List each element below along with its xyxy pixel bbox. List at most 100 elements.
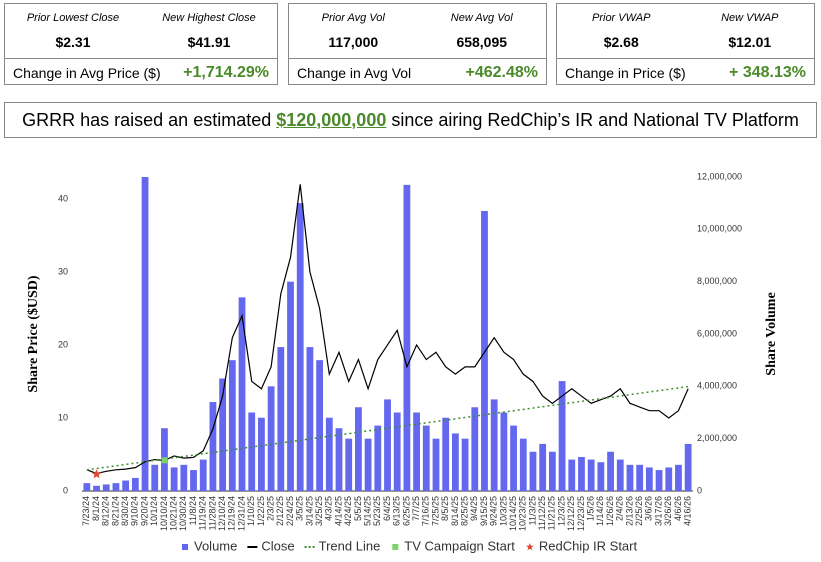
legend-label: Volume [194, 538, 237, 553]
bar [122, 480, 130, 491]
label: New Avg Vol [450, 12, 513, 24]
banner-text: GRRR has raised an estimated [22, 109, 272, 130]
bar [500, 412, 508, 491]
x-tick-label: 1/26/26 [605, 496, 615, 526]
bar [665, 467, 673, 491]
bar [364, 438, 372, 491]
x-tick-label: 12/31/24 [236, 496, 246, 531]
y-tick-label: 30 [58, 266, 68, 276]
x-tick-label: 8/12/24 [101, 496, 111, 526]
bar [325, 417, 333, 491]
bar [238, 297, 246, 491]
x-tick-label: 8/5/25 [440, 496, 450, 521]
x-tick-label: 8/1/24 [91, 496, 101, 521]
x-tick-label: 11/21/25 [547, 496, 557, 530]
x-tick-label: 10/30/24 [178, 496, 188, 531]
x-tick-label: 7/16/25 [421, 496, 431, 526]
bar [413, 412, 420, 491]
bar [636, 464, 644, 491]
x-tick-label: 8/14/25 [450, 496, 460, 526]
bar [675, 464, 682, 491]
bar [190, 470, 197, 491]
x-tick-label: 11/3/25 [527, 496, 537, 525]
marker [91, 469, 102, 479]
bar [345, 438, 353, 491]
y2-tick-label: 10,000,000 [697, 224, 742, 234]
banner-amount: $120,000,000 [276, 109, 387, 130]
y-tick-label: 20 [58, 339, 68, 349]
y-tick-label: 10 [58, 412, 68, 422]
stat-box: Prior Avg Vol 117,000 New Avg Vol 658,095 … [288, 3, 547, 85]
bar [645, 467, 653, 491]
x-tick-label: 1/10/25 [246, 496, 256, 526]
banner: GRRR has raised an estimated $120,000,000… [4, 102, 817, 138]
legend-label: TV Campaign Start [404, 538, 515, 553]
bar [481, 211, 488, 491]
bar [558, 381, 566, 491]
value: $2.68 [603, 34, 639, 50]
label: Prior Lowest Close [26, 12, 120, 24]
trend-line [86, 385, 689, 471]
label: Prior VWAP [592, 12, 651, 24]
value: $12.01 [728, 34, 772, 50]
bar [151, 464, 159, 491]
y-axis-title: Share Price ($USD) [26, 275, 41, 392]
y2-tick-label: 0 [697, 485, 702, 495]
legend-swatch [526, 543, 534, 551]
x-tick-label: 6/4/25 [382, 496, 392, 521]
x-tick-label: 8/21/24 [110, 496, 120, 526]
bar [422, 425, 430, 491]
bar [335, 428, 343, 491]
value: 117,000 [328, 34, 379, 50]
bar [432, 438, 440, 491]
label: Change in Price ($) [565, 64, 686, 81]
bar [442, 417, 450, 491]
x-tick-label: 5/5/25 [353, 496, 363, 521]
x-tick-label: 4/24/25 [343, 496, 353, 526]
bar [170, 467, 178, 491]
bar [83, 483, 91, 491]
y2-tick-label: 4,000,000 [697, 381, 737, 391]
x-tick-label: 7/7/25 [411, 496, 421, 521]
bar [316, 360, 324, 491]
y2-tick-label: 12,000,000 [697, 171, 742, 181]
x-tick-label: 2/4/26 [615, 496, 625, 521]
bar [296, 203, 304, 491]
bar [112, 483, 120, 491]
bar [180, 464, 188, 491]
bar [597, 462, 605, 491]
y2-tick-label: 8,000,000 [697, 276, 737, 286]
x-tick-label: 1/22/25 [256, 496, 266, 526]
x-tick-label: 9/15/25 [479, 496, 489, 526]
bar [568, 459, 576, 491]
bar [355, 407, 362, 491]
bar [141, 177, 149, 491]
x-tick-label: 11/12/25 [537, 496, 547, 530]
x-tick-label: 9/4/25 [469, 496, 479, 521]
x-tick-label: 12/10/24 [217, 496, 227, 531]
x-tick-label: 10/1/24 [149, 496, 159, 526]
bar [684, 443, 692, 491]
x-tick-label: 1/14/26 [595, 496, 605, 526]
x-tick-label: 9/24/25 [489, 496, 499, 526]
x-tick-label: 8/30/24 [120, 496, 130, 526]
bar [471, 407, 479, 491]
x-tick-label: 2/13/26 [624, 496, 634, 526]
stat-box: Prior VWAP $2.68 New VWAP $12.01 Change in… [556, 3, 815, 85]
x-tick-label: 3/25/25 [314, 496, 324, 526]
x-tick-label: 12/23/25 [576, 496, 586, 531]
value: 658,095 [456, 34, 508, 50]
x-tick-label: 4/16/26 [683, 496, 693, 526]
bar [451, 433, 459, 491]
x-tick-label: 7/23/24 [81, 496, 91, 526]
bar [461, 438, 469, 491]
bar [287, 281, 294, 491]
value: $2.31 [55, 34, 91, 50]
x-tick-label: 1/5/26 [586, 496, 596, 521]
label: New Highest Close [162, 12, 256, 24]
y2-axis-title: Share Volume [764, 292, 779, 375]
bar [393, 412, 401, 491]
change: +462.48% [465, 63, 538, 81]
bar [655, 470, 663, 491]
